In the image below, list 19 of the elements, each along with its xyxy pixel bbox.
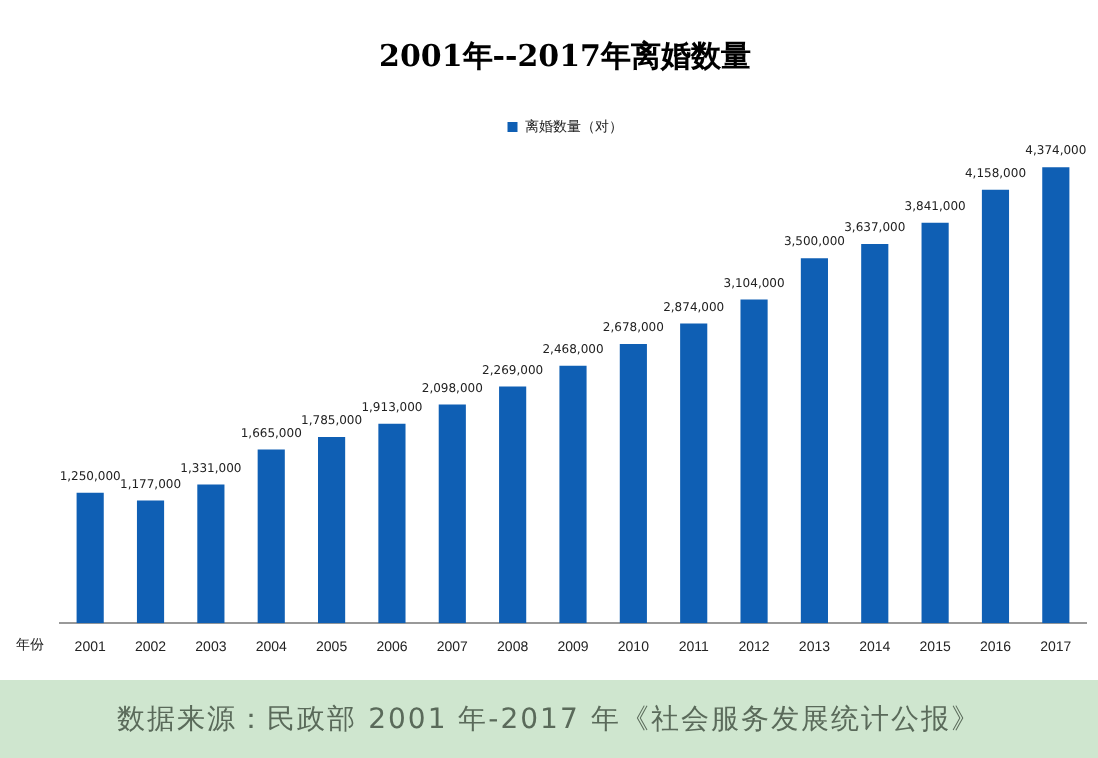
bar [197,484,225,624]
bar [378,423,406,624]
bar [318,437,346,624]
chart-title: 2001年--2017年离婚数量 [379,37,751,74]
bar [76,492,104,624]
bar [257,449,285,624]
bar [981,189,1010,624]
bar [680,323,708,624]
bar [559,365,587,624]
source-note: 数据来源：民政部 2001 年-2017 年《社会服务发展统计公报》 [117,701,981,737]
bar [438,404,466,624]
bar [800,258,828,624]
bar [861,243,889,624]
bar [136,500,165,624]
bar [921,222,949,624]
bar [1042,167,1070,624]
bar [499,386,527,624]
bar [619,343,647,624]
bar [740,299,768,624]
